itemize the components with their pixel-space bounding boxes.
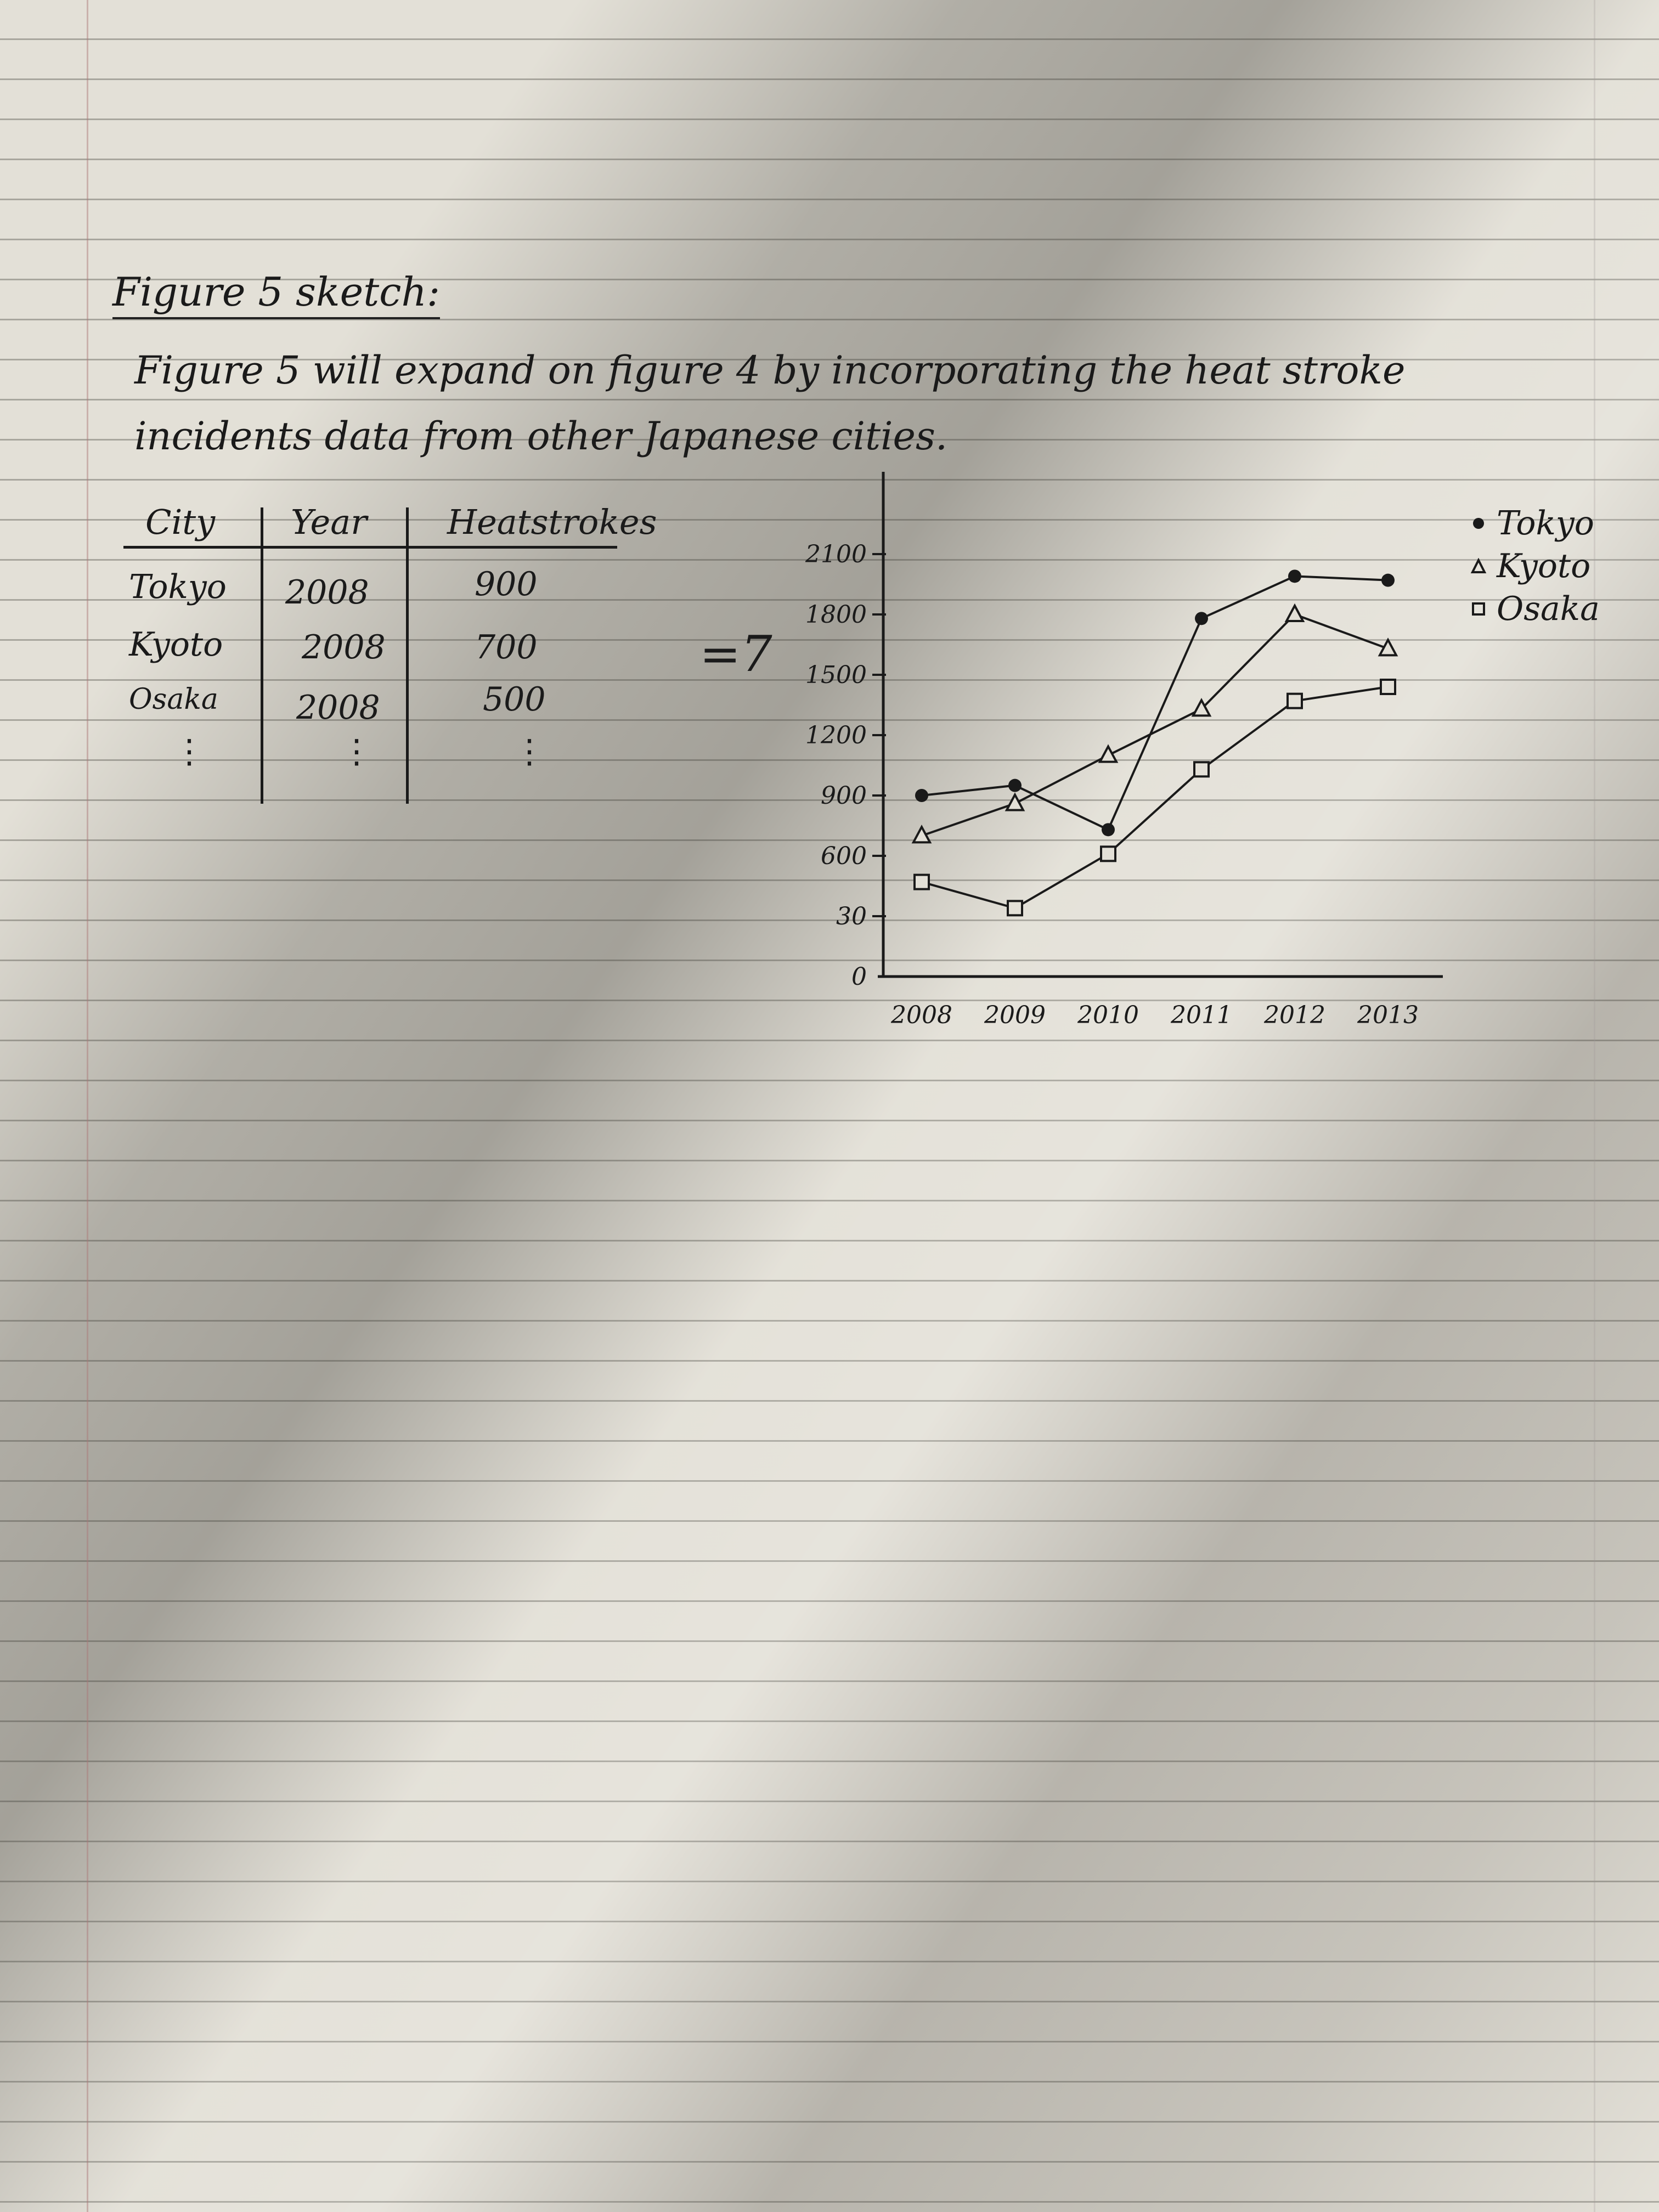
data-point-tokyo <box>1102 823 1115 837</box>
figure-title: Figure 5 sketch: <box>112 269 441 319</box>
table-header-heatstrokes: Heatstrokes <box>447 502 657 542</box>
table-divider-1 <box>261 507 263 804</box>
table-cell: Kyoto <box>129 625 223 664</box>
table-header-year: Year <box>291 502 367 542</box>
data-point-osaka <box>1286 692 1303 709</box>
data-point-kyoto <box>1005 792 1025 811</box>
y-tick-label: 900 <box>821 782 867 810</box>
y-tick-label: 1200 <box>805 721 867 749</box>
data-point-kyoto <box>1098 744 1119 763</box>
data-point-osaka <box>1007 900 1023 917</box>
x-tick-label: 2010 <box>1077 1001 1139 1029</box>
table-divider-2 <box>406 507 409 804</box>
margin-line-right <box>1594 0 1595 2212</box>
line-chart: 0 30 600 900 1200 1500 1800 2100 2008 2009 2010 201… <box>768 472 1454 1042</box>
hollow-triangle-icon <box>1470 558 1487 573</box>
table-cell: 900 <box>475 565 538 603</box>
legend-label: Kyoto <box>1497 547 1591 585</box>
data-point-tokyo <box>1195 612 1208 625</box>
legend-item-osaka: Osaka <box>1470 588 1646 630</box>
table-cell: 2008 <box>296 689 380 727</box>
data-point-tokyo <box>915 789 928 802</box>
x-tick-label: 2012 <box>1263 1001 1325 1029</box>
data-table: City Year Heatstrokes Tokyo 2008 900 Kyo… <box>123 502 657 804</box>
filled-circle-icon <box>1473 518 1484 529</box>
y-tick-label: 1800 <box>805 601 867 629</box>
series-line-kyoto <box>921 613 1389 837</box>
x-tick-label: 2009 <box>984 1001 1046 1029</box>
data-point-tokyo <box>1008 778 1022 792</box>
table-continuation: ⋮ <box>173 732 206 771</box>
legend-item-tokyo: Tokyo <box>1470 502 1646 545</box>
legend-item-kyoto: Kyoto <box>1470 545 1646 588</box>
legend-label: Tokyo <box>1497 504 1594 543</box>
data-point-tokyo <box>1381 573 1395 587</box>
hollow-square-icon <box>1472 602 1485 616</box>
table-cell: 700 <box>475 628 538 667</box>
y-tick-label: 1500 <box>805 661 867 689</box>
data-point-osaka <box>913 873 930 890</box>
table-header-city: City <box>145 502 216 542</box>
margin-line-left <box>87 0 88 2212</box>
data-point-kyoto <box>1378 637 1398 657</box>
data-point-kyoto <box>1284 603 1305 622</box>
data-point-osaka <box>1193 761 1210 778</box>
data-point-osaka <box>1100 845 1116 862</box>
series-line-tokyo <box>921 575 1389 831</box>
chart-legend: Tokyo Kyoto Osaka <box>1470 502 1646 630</box>
table-cell: Osaka <box>129 683 218 716</box>
table-cell: 2008 <box>302 628 386 667</box>
line-chart-svg: 0 30 600 900 1200 1500 1800 2100 2008 2009 2010 201… <box>805 472 1443 1029</box>
x-tick-label: 2011 <box>1170 1001 1232 1029</box>
intro-text: Figure 5 will expand on figure 4 by inco… <box>134 348 1406 459</box>
legend-label: Osaka <box>1497 590 1600 628</box>
arrow-symbol: =7 <box>699 625 772 683</box>
y-tick-label: 2100 <box>805 540 867 568</box>
data-point-kyoto <box>1191 698 1212 717</box>
table-cell: 2008 <box>285 573 369 612</box>
y-tick-label: 30 <box>836 902 867 930</box>
x-tick-label: 2008 <box>890 1001 952 1029</box>
table-cell: Tokyo <box>129 568 227 606</box>
x-tick-label: 2013 <box>1357 1001 1419 1029</box>
table-continuation: ⋮ <box>513 732 546 771</box>
table-continuation: ⋮ <box>340 732 373 771</box>
y-tick-label: 600 <box>821 842 867 870</box>
table-cell: 500 <box>483 680 546 719</box>
table-header-rule <box>123 546 617 549</box>
data-point-tokyo <box>1288 569 1301 583</box>
data-point-kyoto <box>911 825 932 844</box>
y-tick-label: 0 <box>851 963 867 991</box>
series-line-osaka <box>921 686 1389 910</box>
data-point-osaka <box>1380 679 1396 695</box>
